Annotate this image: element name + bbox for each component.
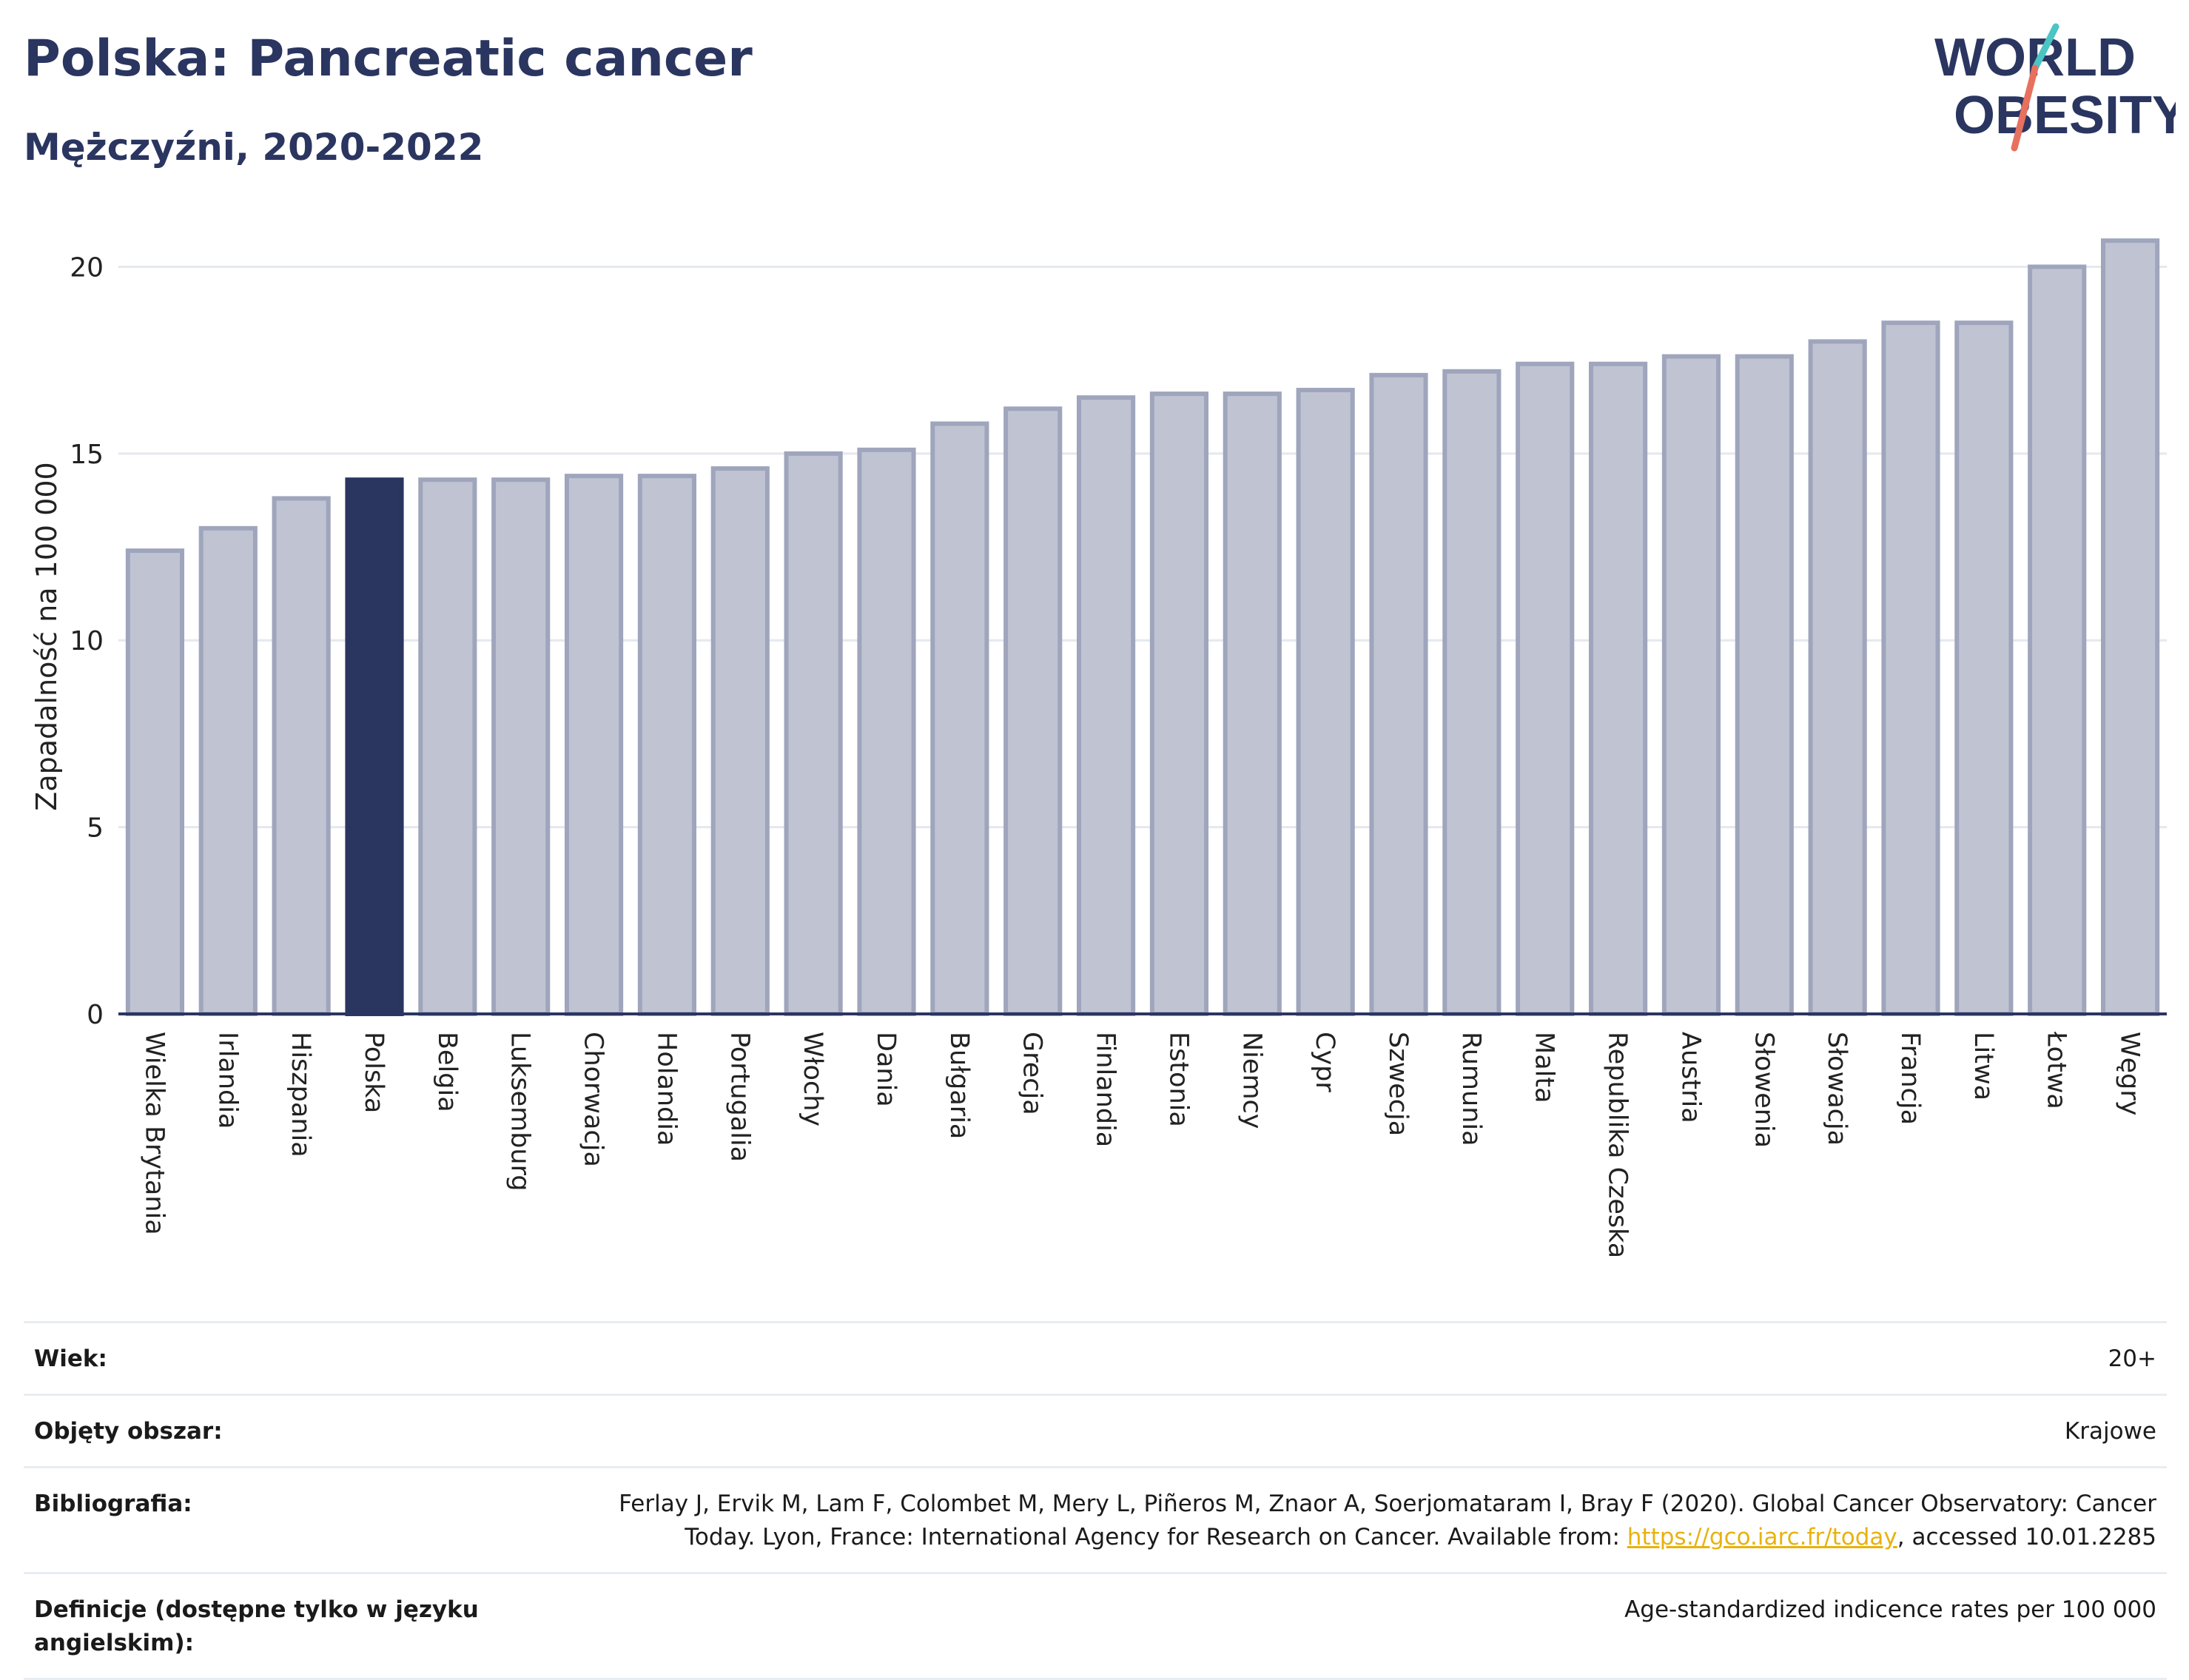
bar (1076, 395, 1136, 1016)
x-tick-label: Holandia (651, 1032, 681, 1146)
y-tick-label: 5 (87, 813, 104, 844)
bar (784, 451, 843, 1016)
bar (1442, 369, 1502, 1016)
bar (637, 474, 697, 1016)
x-tick-label: Słowenia (1749, 1032, 1778, 1148)
x-tick-label: Bułgaria (944, 1032, 974, 1139)
bar (418, 477, 477, 1016)
bar (930, 421, 989, 1016)
bar (1149, 392, 1209, 1016)
y-tick-label: 10 (70, 626, 104, 656)
x-tick-label: Słowacja (1822, 1032, 1852, 1146)
x-tick-label: Łotwa (2042, 1031, 2071, 1109)
meta-row-bibliography: Bibliografia: Ferlay J, Ervik M, Lam F, … (24, 1465, 2167, 1572)
x-tick-label: Niemcy (1237, 1032, 1266, 1129)
x-tick-label: Irlandia (212, 1032, 242, 1129)
x-tick-label: Hiszpania (286, 1032, 315, 1157)
meta-row-definitions: Definicje (dostępne tylko w języku angie… (24, 1571, 2167, 1680)
x-tick-label: Grecja (1018, 1032, 1047, 1115)
x-tick-label: Luksemburg (505, 1032, 535, 1192)
bar (1661, 354, 1721, 1017)
x-tick-label: Węgry (2115, 1032, 2145, 1115)
x-tick-label: Chorwacja (579, 1032, 608, 1167)
bar (857, 447, 916, 1016)
bar (1003, 406, 1063, 1016)
bib-text-end: , accessed 10.01.2285 (1897, 1523, 2156, 1550)
x-tick-label: Malta (1530, 1032, 1559, 1103)
bar (1735, 354, 1794, 1017)
x-tick-label: Republika Czeska (1603, 1032, 1632, 1258)
meta-age-value: 20+ (2108, 1345, 2156, 1372)
meta-def-label: Definicje (dostępne tylko w języku angie… (34, 1596, 479, 1656)
world-obesity-logo: WORLD OBESITY (1934, 23, 2176, 152)
bar (1223, 392, 1282, 1016)
logo-slash-top (2031, 23, 2059, 72)
bib-text-start: Ferlay J, Ervik M, Lam F, Colombet M, Me… (619, 1490, 2156, 1550)
y-tick-label: 20 (70, 252, 104, 283)
x-tick-label: Belgia (432, 1032, 462, 1112)
page-title: Polska: Pancreatic cancer (24, 30, 753, 88)
bar (1369, 372, 1428, 1017)
meta-bib-label: Bibliografia: (34, 1490, 192, 1517)
bar (1516, 361, 1575, 1016)
x-tick-label: Dania (871, 1032, 901, 1107)
meta-coverage-label: Objęty obszar: (34, 1417, 223, 1445)
bar (345, 477, 404, 1016)
y-axis-title: Zapadalność na 100 000 (30, 462, 63, 810)
meta-bib-value: Ferlay J, Ervik M, Lam F, Colombet M, Me… (602, 1488, 2156, 1554)
bar-chart: 0 5 10 15 20 Zapadalność na 100 000 Wielka Bry… (30, 238, 2167, 1258)
bib-link[interactable]: https://gco.iarc.fr/today (1627, 1523, 1897, 1550)
meta-row-age: Wiek: 20+ (24, 1321, 2167, 1394)
meta-age-label: Wiek: (34, 1345, 107, 1372)
x-tick-label: Francja (1895, 1032, 1925, 1125)
x-tick-label: Szwecja (1383, 1032, 1413, 1136)
meta-row-coverage: Objęty obszar: Krajowe (24, 1393, 2167, 1466)
bar (1881, 320, 1940, 1016)
bar (1954, 320, 2014, 1016)
x-tick-label: Włochy (798, 1032, 827, 1126)
x-tick-label: Wielka Brytania (139, 1032, 169, 1235)
x-tick-label: Cypr (1310, 1032, 1339, 1092)
bar (1808, 339, 1867, 1016)
x-tick-label: Estonia (1163, 1032, 1193, 1127)
x-tick-label: Litwa (1968, 1032, 1998, 1101)
bar (272, 496, 331, 1016)
bar (491, 477, 551, 1016)
bar (2100, 238, 2160, 1017)
y-tick-label: 0 (87, 1000, 104, 1030)
bar (710, 466, 770, 1016)
logo-slash-bottom (2011, 64, 2039, 152)
x-tick-label: Polska (359, 1032, 389, 1113)
bar (1296, 388, 1355, 1016)
bar (2028, 264, 2087, 1016)
x-tick-label: Finlandia (1091, 1032, 1120, 1147)
x-tick-label: Portugalia (724, 1032, 754, 1162)
bar (1588, 361, 1648, 1016)
bar (564, 474, 624, 1016)
y-tick-label: 15 (70, 440, 104, 470)
x-tick-label: Rumunia (1456, 1032, 1486, 1146)
page-subtitle: Mężczyźni, 2020-2022 (24, 126, 484, 169)
bar (125, 548, 185, 1016)
meta-def-value: Age-standardized indicence rates per 100… (1624, 1596, 2156, 1623)
bar (198, 525, 258, 1016)
meta-coverage-value: Krajowe (2064, 1417, 2156, 1445)
logo-line2: OBESITY (1954, 86, 2176, 145)
metadata-table: Wiek: 20+ Objęty obszar: Krajowe Bibliog… (24, 1321, 2167, 1680)
x-tick-label: Austria (1675, 1032, 1705, 1123)
